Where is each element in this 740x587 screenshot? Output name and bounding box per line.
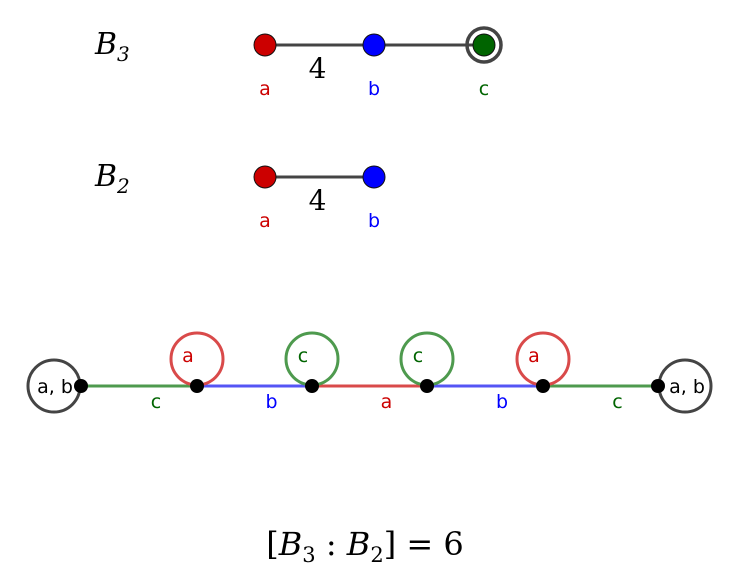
graph-vertex bbox=[305, 379, 319, 393]
edge-label: c bbox=[612, 391, 622, 413]
node-label: b bbox=[368, 210, 380, 232]
end-label-right: a, b bbox=[669, 376, 705, 398]
diagram-node bbox=[472, 33, 496, 57]
graph-vertex bbox=[651, 379, 665, 393]
graph-loop bbox=[399, 331, 455, 387]
graph-vertex bbox=[190, 379, 204, 393]
edge-label: b bbox=[496, 391, 508, 413]
loop-label: c bbox=[298, 345, 308, 367]
diagram-name: B2 bbox=[94, 159, 130, 198]
node-label: c bbox=[479, 78, 489, 100]
graph-loop bbox=[515, 331, 571, 387]
loop-label: c bbox=[413, 345, 423, 367]
diagram-node bbox=[253, 33, 277, 57]
node-label: a bbox=[259, 78, 271, 100]
loop-label: a bbox=[528, 345, 540, 367]
diagram-node bbox=[253, 165, 277, 189]
graph-loop bbox=[284, 331, 340, 387]
graph-vertex bbox=[420, 379, 434, 393]
graph-vertex bbox=[536, 379, 550, 393]
edge-label: a bbox=[381, 391, 393, 413]
edge-label: b bbox=[265, 391, 277, 413]
diagram-node bbox=[362, 33, 386, 57]
equation: [B3 : B2] = 6 bbox=[266, 525, 463, 567]
node-label: b bbox=[368, 78, 380, 100]
diagram-name: B3 bbox=[94, 27, 130, 66]
node-ring bbox=[465, 26, 503, 64]
end-label-left: a, b bbox=[37, 376, 73, 398]
edge-label: c bbox=[151, 391, 161, 413]
graph-loop bbox=[169, 331, 225, 387]
node-label: a bbox=[259, 210, 271, 232]
edge-weight-label: 4 bbox=[309, 184, 327, 217]
graph-vertex bbox=[74, 379, 88, 393]
loop-label: a bbox=[182, 345, 194, 367]
diagram-node bbox=[362, 165, 386, 189]
edge-weight-label: 4 bbox=[309, 52, 327, 85]
